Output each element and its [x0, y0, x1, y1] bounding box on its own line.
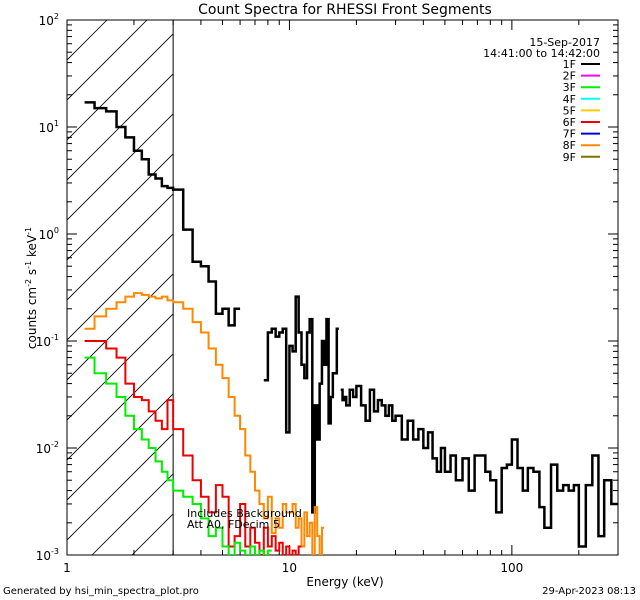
legend-time-range: 14:41:00 to 14:42:00 — [483, 47, 600, 60]
y-tick-base: 10 — [39, 228, 54, 242]
hatch-line — [67, 20, 108, 61]
y-tick-base: 10 — [36, 549, 51, 563]
y-tick-base: 10 — [39, 121, 54, 135]
y-tick-label: 100 — [39, 226, 59, 242]
legend-label: 7F — [563, 128, 576, 141]
y-tick-base: 10 — [39, 14, 54, 28]
legend-label: 9F — [563, 151, 576, 164]
series-layer — [84, 101, 618, 555]
footer-timestamp: 29-Apr-2023 08:13 — [542, 586, 636, 597]
y-label-exp: -2 — [24, 279, 33, 287]
x-axis-ticks: 1 10 100 — [63, 20, 619, 575]
y-tick-exp: 2 — [54, 12, 59, 21]
annotation-attenuator: Att A0, FDecim 5 — [187, 518, 280, 531]
hatch-line — [91, 473, 174, 555]
legend-label: 8F — [563, 139, 576, 152]
series-8f-line — [84, 292, 325, 555]
x-tick-label: 1 — [63, 561, 71, 575]
y-tick-exp: -2 — [51, 440, 59, 449]
y-tick-label: 10-2 — [36, 440, 59, 456]
hatched-region — [67, 20, 174, 555]
hatch-line — [67, 313, 174, 421]
y-tick-exp: 0 — [54, 226, 59, 235]
legend-label: 5F — [563, 104, 576, 117]
legend-label: 4F — [563, 93, 576, 106]
x-axis-label: Energy (keV) — [306, 575, 383, 589]
y-label-part: s — [25, 269, 39, 279]
hatch-line — [67, 433, 174, 541]
y-label-exp: -1 — [24, 227, 33, 235]
y-tick-label: 102 — [39, 12, 59, 28]
y-tick-label: 101 — [39, 119, 59, 135]
hatch-line — [67, 273, 174, 381]
hatch-line — [67, 113, 174, 221]
hatch-line — [67, 73, 174, 181]
hatch-line — [67, 193, 174, 301]
y-axis-label: counts cm-2 s-1 keV-1 — [24, 227, 39, 349]
series-1f-line — [84, 101, 618, 548]
annotation: Includes Background Att A0, FDecim 5 — [187, 507, 302, 531]
y-tick-label: 10-3 — [36, 547, 59, 563]
legend-date: 15-Sep-2017 — [529, 36, 600, 49]
annotation-background: Includes Background — [187, 507, 302, 520]
y-label-exp: -1 — [24, 261, 33, 269]
y-tick-exp: 1 — [54, 119, 59, 128]
y-tick-exp: -3 — [51, 547, 59, 556]
y-tick-base: 10 — [36, 335, 51, 349]
chart-title: Count Spectra for RHESSI Front Segments — [198, 2, 492, 18]
hatch-lines — [67, 20, 174, 555]
series-3f-line — [84, 356, 272, 555]
hatch-line — [67, 20, 148, 101]
legend-label: 6F — [563, 116, 576, 129]
footer-generated-by: Generated by hsi_min_spectra_plot.pro — [3, 586, 199, 597]
hatch-line — [67, 153, 174, 261]
y-label-part: counts cm — [25, 287, 39, 349]
hatch-line — [67, 393, 174, 501]
legend-label: 3F — [563, 81, 576, 94]
legend-label: 1F — [563, 58, 576, 71]
x-tick-label: 10 — [282, 561, 297, 575]
y-tick-base: 10 — [36, 442, 51, 456]
plot-frame — [66, 19, 619, 556]
hatch-line — [67, 353, 174, 461]
hatch-line — [67, 233, 174, 341]
legend-label: 2F — [563, 70, 576, 83]
y-label-part: keV — [25, 234, 39, 261]
y-tick-exp: -1 — [51, 333, 59, 342]
y-tick-label: 10-1 — [36, 333, 59, 349]
x-tick-label: 100 — [500, 561, 523, 575]
